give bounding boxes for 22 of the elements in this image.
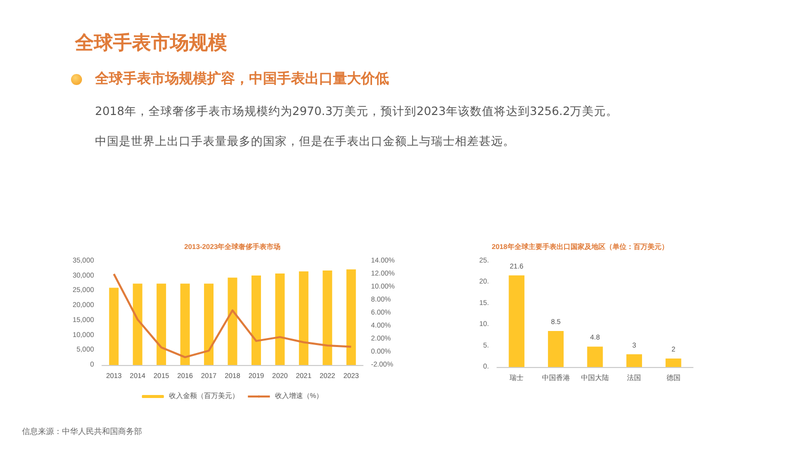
bar <box>156 284 166 365</box>
bar <box>109 288 119 365</box>
bar <box>251 276 261 365</box>
bar <box>228 278 238 365</box>
bar <box>132 284 142 365</box>
bar <box>322 270 332 365</box>
bar <box>180 284 190 365</box>
text: 信息来源：中华人民共和国商务部 <box>22 426 142 437</box>
text: 中国是世界上出口手表量最多的国家，但是在手表出口金额上与瑞士相差甚远。 <box>95 134 515 149</box>
bar <box>666 358 682 367</box>
bar <box>548 330 564 367</box>
bar <box>626 354 642 367</box>
bar <box>587 346 603 367</box>
text: 全球手表市场规模扩容，中国手表出口量大价低 <box>95 70 389 88</box>
text: 全球手表市场规模 <box>75 31 227 56</box>
line-series <box>112 273 352 358</box>
bar <box>204 284 214 365</box>
text: 2018年，全球奢侈手表市场规模约为2970.3万美元，预计到2023年该数值将达到3256.2万美元。 <box>95 104 618 119</box>
bar <box>298 271 308 365</box>
bar <box>275 273 285 365</box>
bar <box>346 269 356 365</box>
bar <box>508 275 524 367</box>
